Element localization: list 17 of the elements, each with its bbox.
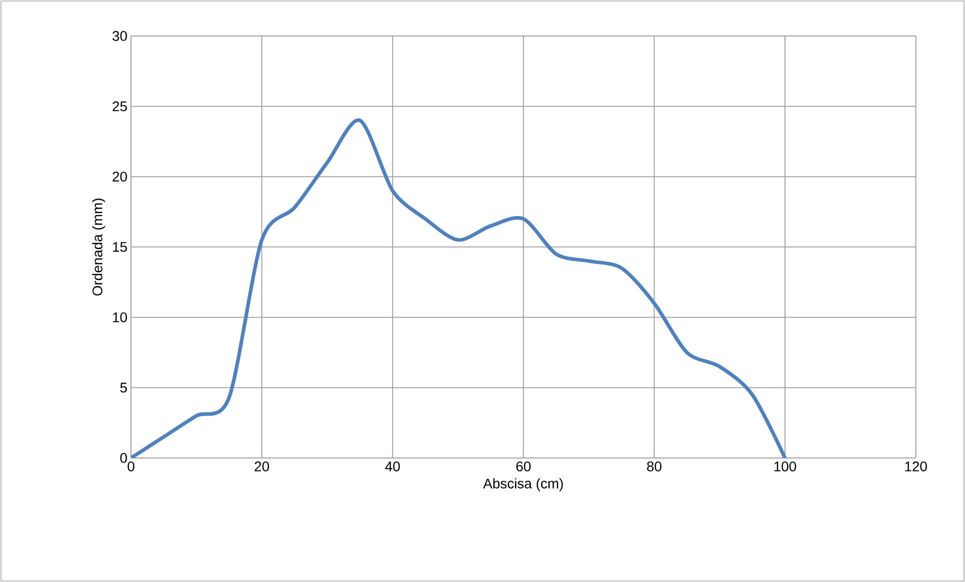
x-tick-label: 100 [774,461,796,472]
y-tick-label: 0 [120,453,127,463]
x-tick-label: 0 [128,461,134,472]
x-tick-label: 80 [647,461,662,472]
y-tick-label: 25 [112,101,127,112]
x-tick-label: 60 [516,461,531,472]
y-tick-label: 5 [120,382,127,393]
y-tick-label: 15 [113,242,127,252]
y-tick-label: 10 [113,312,127,322]
line-series [131,118,787,458]
x-tick-label: 40 [385,461,400,472]
x-tick-label: 20 [254,461,270,472]
x-tick-label: 120 [905,461,927,472]
y-tick-label: 30 [112,31,127,41]
y-axis-title: Ordenada (mm) [92,198,106,296]
y-tick-label: 20 [112,172,127,182]
x-axis-title: Abscisa (cm) [483,478,563,492]
